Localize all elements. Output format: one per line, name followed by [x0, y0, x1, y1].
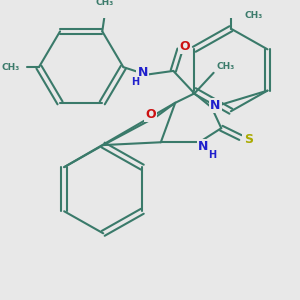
Text: O: O [179, 40, 190, 53]
Text: CH₃: CH₃ [2, 63, 20, 72]
Text: H: H [131, 77, 139, 87]
Text: N: N [210, 99, 221, 112]
Text: CH₃: CH₃ [95, 0, 113, 7]
Text: N: N [137, 66, 148, 79]
Text: O: O [145, 108, 156, 121]
Text: N: N [198, 140, 208, 154]
Text: H: H [208, 150, 217, 161]
Text: S: S [244, 133, 253, 146]
Text: CH₃: CH₃ [244, 11, 262, 20]
Text: CH₃: CH₃ [217, 62, 235, 71]
